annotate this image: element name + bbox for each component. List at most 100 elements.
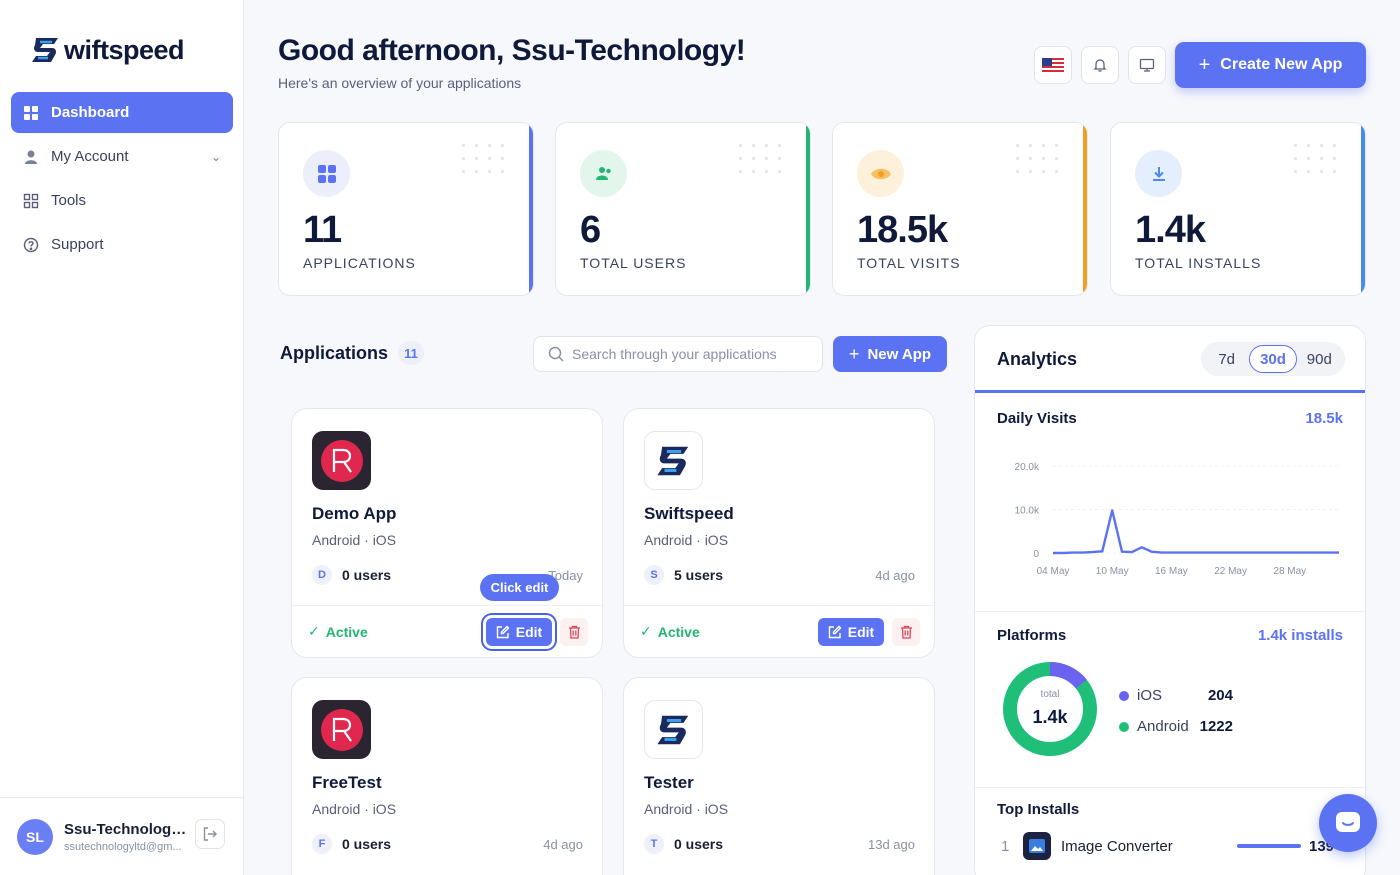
bell-icon <box>1093 59 1107 72</box>
app-card-demo-app[interactable]: Demo App Android · iOS D 0 users Today ✓… <box>291 408 603 658</box>
stat-label: TOTAL USERS <box>580 255 687 271</box>
donut-value: 1.4k <box>1032 707 1068 727</box>
edit-button[interactable]: Edit <box>486 618 552 646</box>
mini-avatar: F <box>312 834 332 854</box>
tools-icon <box>23 193 39 208</box>
stat-value: 6 <box>580 209 601 251</box>
trash-icon <box>900 625 912 639</box>
range-option-30d[interactable]: 30d <box>1249 345 1297 373</box>
user-email: ssutechnologyltd@gm... <box>64 840 182 853</box>
decorative-dots <box>1011 139 1065 179</box>
page-title: Good afternoon, Ssu-Technology! <box>278 34 746 67</box>
user-icon <box>25 150 37 164</box>
top-install-row[interactable]: 1 Image Converter 139 <box>1001 832 1365 860</box>
stat-label: TOTAL VISITS <box>857 255 961 271</box>
search-input[interactable] <box>572 346 812 362</box>
app-platforms: Android · iOS <box>644 801 729 817</box>
download-icon <box>1135 150 1182 197</box>
search-icon <box>548 346 564 362</box>
user-profile[interactable]: SL Ssu-Technology... ssutechnologyltd@gm… <box>0 797 244 875</box>
notifications-button[interactable] <box>1081 46 1119 84</box>
swiftspeed-logo-icon <box>32 38 58 62</box>
edit-icon <box>496 625 510 639</box>
status-label: Active <box>657 623 700 640</box>
app-card-swiftspeed[interactable]: Swiftspeed Android · iOS S 5 users 4d ag… <box>623 408 935 658</box>
stat-card-total-users: 6 TOTAL USERS <box>555 122 811 296</box>
decorative-dots <box>1289 139 1343 179</box>
check-icon: ✓ <box>640 623 652 639</box>
range-option-7d[interactable]: 7d <box>1218 350 1235 368</box>
help-icon <box>23 237 39 252</box>
edit-button[interactable]: Edit <box>818 618 884 646</box>
rank: 1 <box>1001 837 1010 855</box>
app-users: S 5 users <box>644 565 723 585</box>
app-updated-time: 4d ago <box>543 837 583 852</box>
swiftspeed-logo-icon <box>656 446 688 475</box>
range-option-90d[interactable]: 90d <box>1306 350 1332 368</box>
sidebar-item-dashboard[interactable]: Dashboard <box>11 92 233 133</box>
search-box[interactable] <box>533 336 823 372</box>
chart-y-ticks: 20.0k 10.0k 0 <box>1015 462 1040 560</box>
mini-avatar: D <box>312 565 332 585</box>
users-count: 0 users <box>342 836 392 852</box>
sidebar-nav: Dashboard My Account ⌄ Tools Support <box>11 92 233 268</box>
platforms-total: 1.4k installs <box>1257 627 1343 644</box>
delete-button[interactable] <box>892 618 920 646</box>
page-subtitle: Here's an overview of your applications <box>278 75 522 91</box>
sidebar-item-label: My Account <box>51 148 129 165</box>
y-tick-label: 20.0k <box>1015 462 1040 473</box>
chevron-down-icon: ⌄ <box>210 149 221 164</box>
create-new-app-button[interactable]: + Create New App <box>1175 42 1366 88</box>
app-logo <box>1023 832 1051 860</box>
applications-count-badge: 11 <box>398 341 424 365</box>
app-updated-time: 13d ago <box>868 837 915 852</box>
logout-icon <box>203 827 217 841</box>
status-label: Active <box>325 623 368 640</box>
app-logo <box>312 431 371 490</box>
monitor-icon <box>1139 58 1155 72</box>
stat-accent-bar <box>529 123 533 295</box>
stat-card-applications: 11 APPLICATIONS <box>278 122 534 296</box>
app-logo <box>644 700 703 759</box>
sidebar-item-support[interactable]: Support <box>11 224 233 265</box>
stat-label: APPLICATIONS <box>303 255 416 271</box>
chart-x-ticks: 04 May 10 May 16 May 22 May 28 May <box>1037 566 1307 577</box>
stat-value: 1.4k <box>1135 209 1206 251</box>
app-card-tester[interactable]: Tester Android · iOS T 0 users 13d ago <box>623 677 935 875</box>
r-logo-icon <box>320 439 363 482</box>
sidebar-item-my-account[interactable]: My Account ⌄ <box>11 136 233 177</box>
analytics-title: Analytics <box>997 349 1078 369</box>
app-users: T 0 users <box>644 834 723 854</box>
y-tick-label: 0 <box>1033 549 1039 560</box>
stat-accent-bar <box>1083 123 1087 295</box>
analytics-panel: Analytics 7d 30d 90d Daily Visits 18.5k … <box>974 325 1366 875</box>
users-count: 0 users <box>674 836 724 852</box>
language-button[interactable] <box>1034 46 1072 84</box>
divider <box>975 611 1365 612</box>
app-users: F 0 users <box>312 834 391 854</box>
x-tick-label: 04 May <box>1037 566 1070 577</box>
apps-icon <box>303 150 350 197</box>
app-name: Demo App <box>312 504 397 523</box>
new-app-button[interactable]: + New App <box>833 336 947 372</box>
app-name: Tester <box>644 773 694 792</box>
eye-icon <box>857 150 904 197</box>
legend-android: Android 1222 <box>1119 718 1233 735</box>
chat-launcher-button[interactable] <box>1319 794 1377 852</box>
app-platforms: Android · iOS <box>312 532 397 548</box>
app-logo <box>312 700 371 759</box>
app-card-freetest[interactable]: FreeTest Android · iOS F 0 users 4d ago <box>291 677 603 875</box>
chat-icon <box>1336 812 1360 832</box>
logout-button[interactable] <box>195 819 225 849</box>
legend-value: 1222 <box>1199 718 1233 735</box>
y-tick-label: 10.0k <box>1015 506 1040 517</box>
sidebar-item-tools[interactable]: Tools <box>11 180 233 221</box>
display-button[interactable] <box>1128 46 1166 84</box>
app-users: D 0 users <box>312 565 391 585</box>
stat-accent-bar <box>806 123 810 295</box>
daily-visits-total: 18.5k <box>1305 410 1343 427</box>
delete-button[interactable] <box>560 618 588 646</box>
install-bar <box>1237 844 1301 848</box>
stat-card-total-visits: 18.5k TOTAL VISITS <box>832 122 1088 296</box>
brand-logo[interactable]: wiftspeed <box>30 34 185 66</box>
